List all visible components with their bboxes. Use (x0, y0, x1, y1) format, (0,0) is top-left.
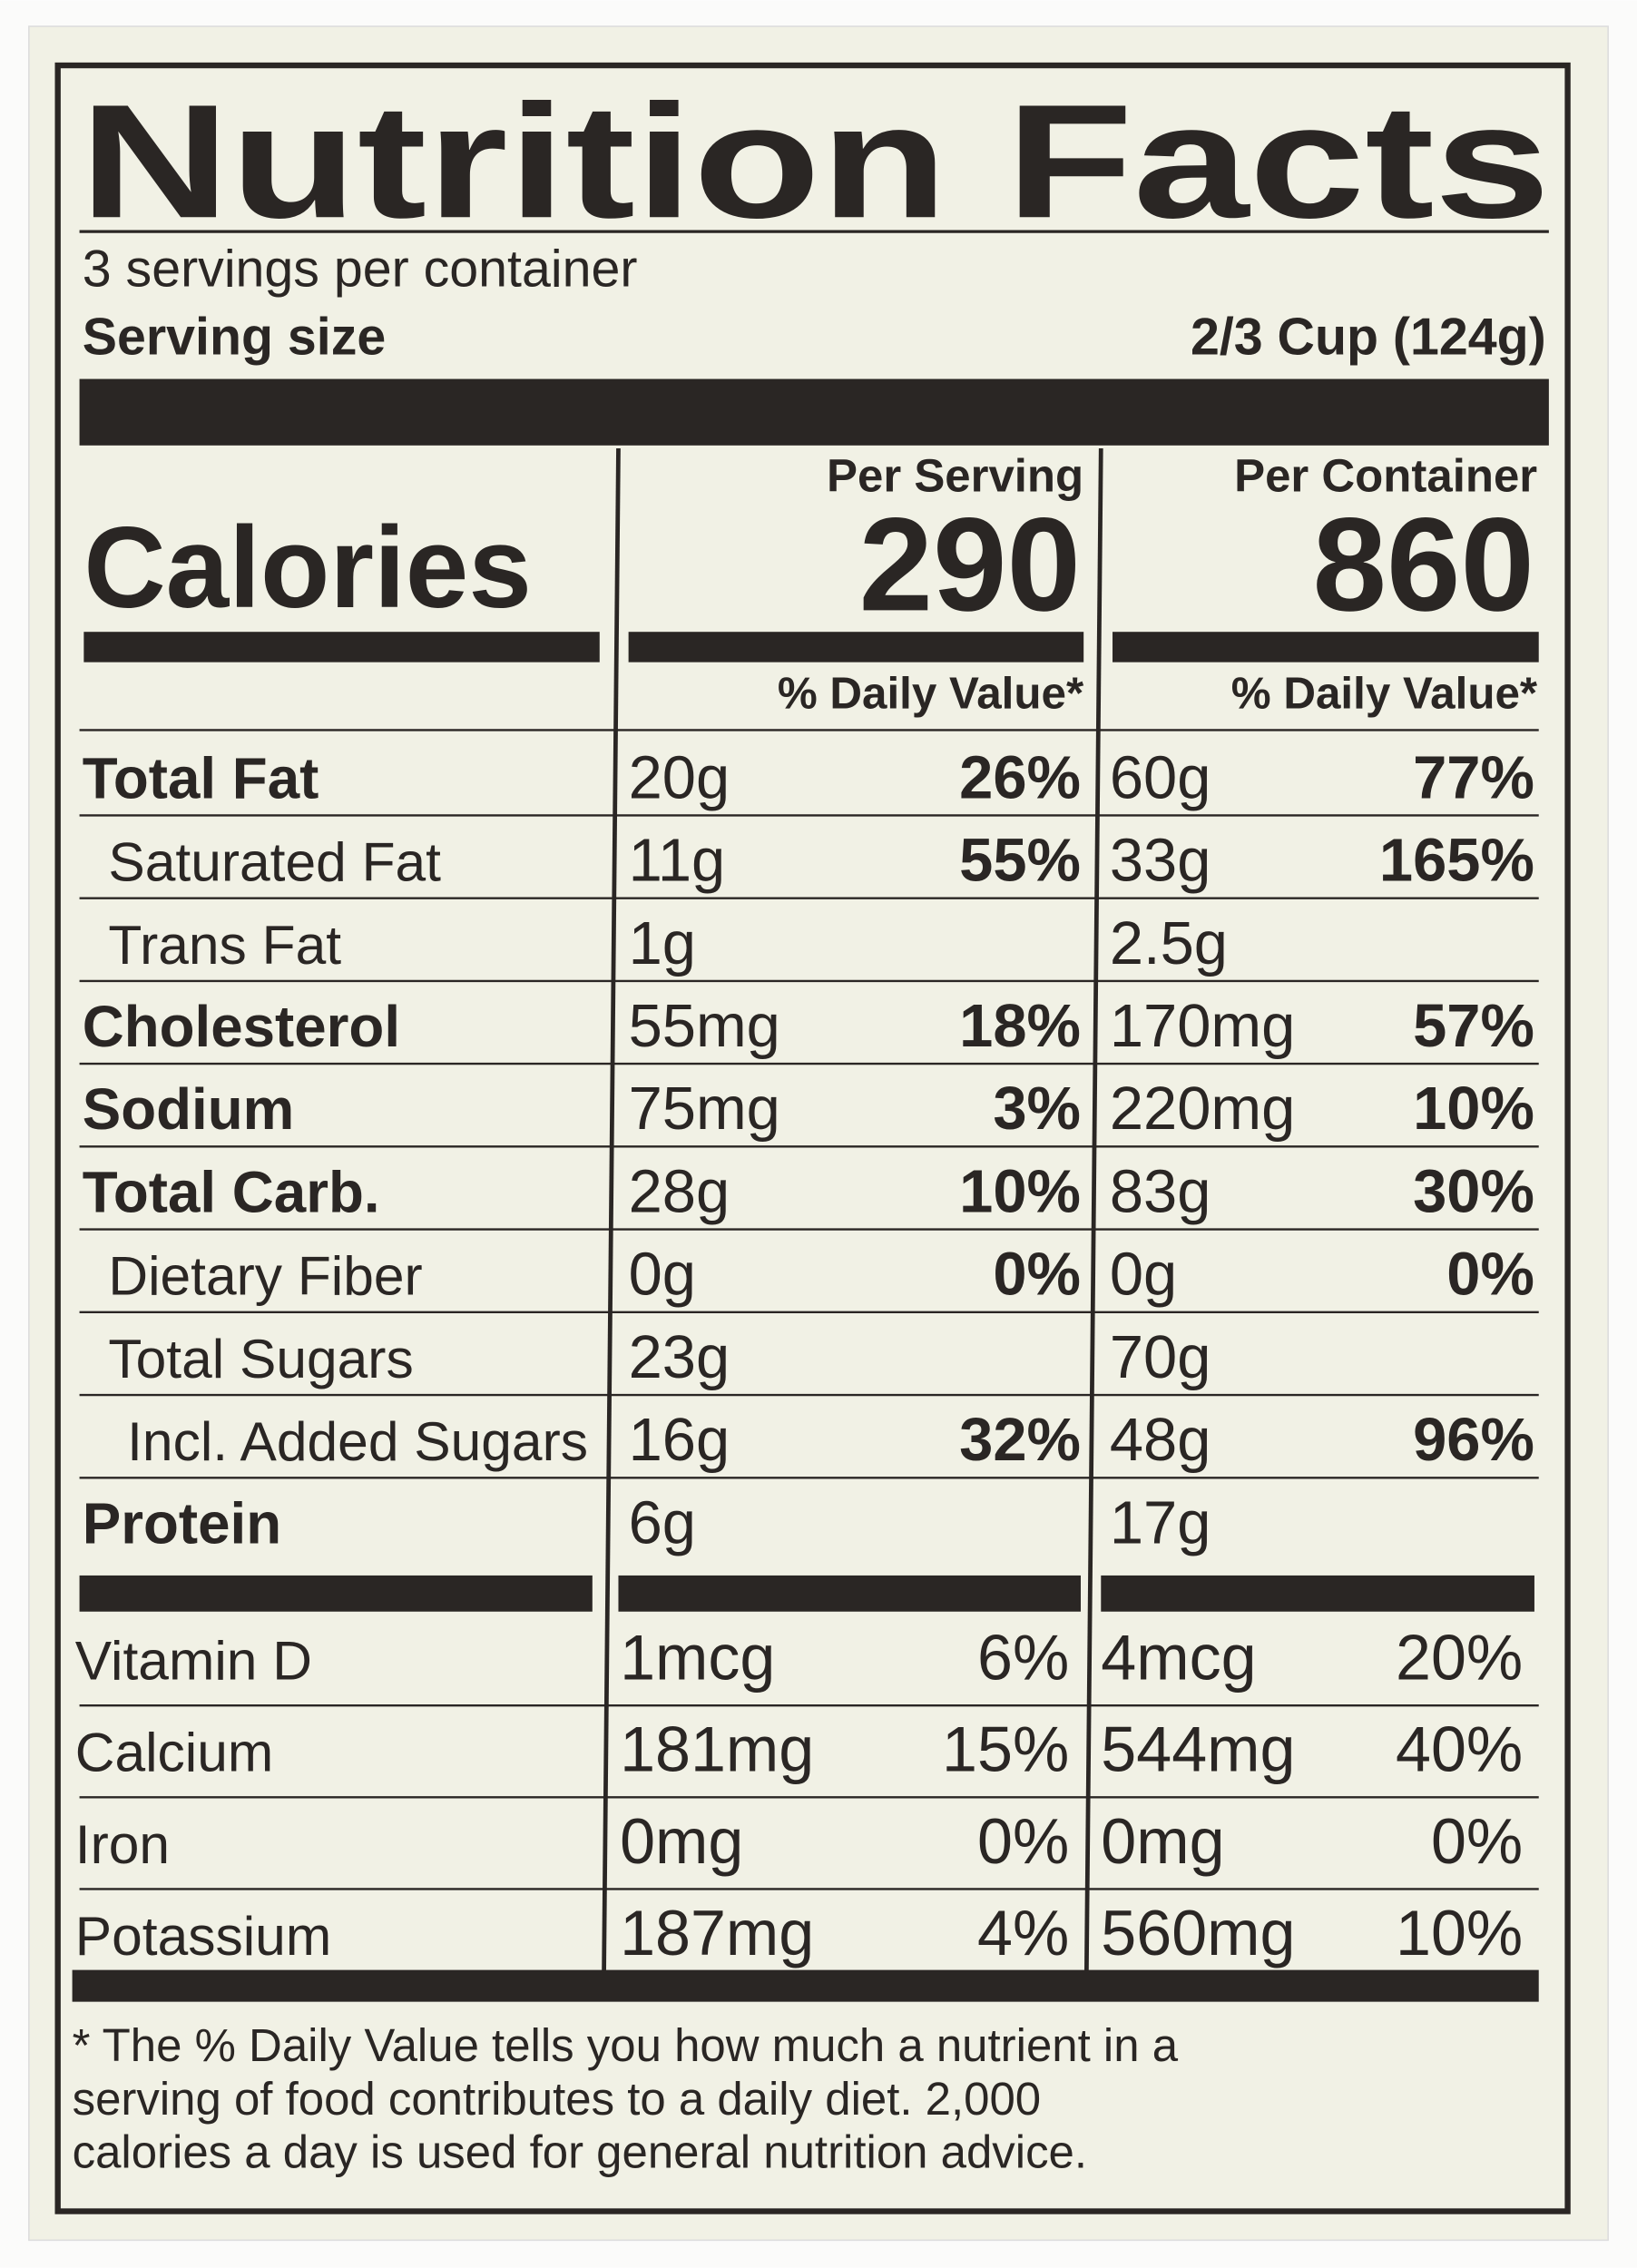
column-heading: Per Serving (827, 450, 1083, 502)
daily-value: 18% (959, 992, 1081, 1060)
amount: 560mg (1101, 1898, 1295, 1969)
daily-value: 10% (1413, 1075, 1534, 1143)
daily-value: 3% (993, 1075, 1081, 1143)
nutrient-name: Trans Fat (108, 914, 341, 976)
nutrient-name: Total Sugars (108, 1328, 413, 1389)
daily-value: 165% (1379, 827, 1534, 895)
column-heading: Per Container (1234, 450, 1537, 502)
amount: 23g (629, 1323, 730, 1391)
footnote: calories a day is used for general nutri… (73, 2126, 1087, 2178)
amount: 16g (629, 1406, 730, 1474)
amount: 0mg (620, 1806, 743, 1877)
daily-value: 77% (1413, 743, 1534, 811)
dv-heading: % Daily Value* (1231, 669, 1538, 719)
amount: 0g (1110, 1241, 1177, 1309)
amount: 4mcg (1101, 1623, 1256, 1694)
footnote: * The % Daily Value tells you how much a… (73, 2019, 1179, 2071)
thick-bar (1101, 1575, 1534, 1612)
amount: 1g (629, 909, 696, 977)
border (54, 62, 1571, 2214)
nutrient-name: Protein (83, 1491, 281, 1556)
calories-value: 290 (859, 490, 1081, 639)
daily-value: 20% (1396, 1623, 1523, 1694)
thick-bar (83, 632, 600, 663)
daily-value: 0% (993, 1241, 1081, 1309)
thick-bar (79, 1575, 593, 1612)
nutrient-name: Cholesterol (83, 995, 400, 1059)
servings: 3 servings per container (83, 241, 638, 299)
amount: 70g (1110, 1323, 1211, 1391)
calories-value: 860 (1313, 490, 1534, 639)
amount: 187mg (620, 1898, 814, 1969)
amount: 55mg (629, 992, 780, 1060)
nutrient-name: Sodium (83, 1077, 294, 1142)
vitamin-name: Vitamin D (75, 1630, 312, 1692)
nutrient-name: Total Carb. (83, 1160, 380, 1224)
amount: 170mg (1110, 992, 1295, 1060)
daily-value: 30% (1413, 1157, 1534, 1225)
daily-value: 10% (959, 1157, 1081, 1225)
daily-value: 0% (977, 1806, 1069, 1877)
amount: 181mg (620, 1714, 814, 1785)
thick-bar (1113, 632, 1539, 663)
amount: 2.5g (1110, 909, 1228, 977)
daily-value: 4% (977, 1898, 1069, 1969)
nutrient-name: Saturated Fat (108, 831, 441, 893)
daily-value: 32% (959, 1406, 1081, 1474)
column-divider (602, 447, 621, 1973)
daily-value: 0% (1446, 1241, 1534, 1309)
daily-value: 96% (1413, 1406, 1534, 1474)
amount: 220mg (1110, 1075, 1295, 1143)
nutrient-name: Incl. Added Sugars (127, 1410, 588, 1472)
daily-value: 40% (1396, 1714, 1523, 1785)
vitamin-name: Iron (75, 1813, 170, 1875)
footnote: serving of food contributes to a daily d… (73, 2073, 1042, 2125)
amount: 48g (1110, 1406, 1211, 1474)
amount: 6g (629, 1488, 696, 1556)
amount: 0mg (1101, 1806, 1224, 1877)
nutrient-name: Dietary Fiber (108, 1245, 422, 1307)
column-divider (1083, 447, 1103, 1973)
dv-heading: % Daily Value* (778, 669, 1084, 719)
thick-bar (79, 378, 1549, 446)
nutrient-name: Total Fat (83, 746, 319, 810)
amount: 0g (629, 1241, 696, 1309)
amount: 75mg (629, 1075, 780, 1143)
amount: 1mcg (620, 1623, 775, 1694)
thick-bar (618, 1575, 1081, 1612)
vitamin-name: Calcium (75, 1722, 274, 1783)
amount: 17g (1110, 1488, 1211, 1556)
amount: 83g (1110, 1157, 1211, 1225)
amount: 544mg (1101, 1714, 1295, 1785)
serving-size-label: Serving size (83, 308, 386, 366)
daily-value: 26% (959, 743, 1081, 811)
amount: 33g (1110, 827, 1211, 895)
amount: 11g (629, 827, 726, 895)
serving-size: 2/3 Cup (124g) (1191, 308, 1546, 366)
amount: 28g (629, 1157, 730, 1225)
daily-value: 15% (942, 1714, 1069, 1785)
thick-bar (628, 632, 1084, 663)
vitamin-name: Potassium (75, 1905, 331, 1967)
daily-value: 0% (1431, 1806, 1523, 1877)
title: Nutrition Facts (80, 71, 1551, 251)
calories-label: Calories (83, 503, 532, 632)
daily-value: 57% (1413, 992, 1534, 1060)
amount: 20g (629, 743, 730, 811)
daily-value: 10% (1396, 1898, 1523, 1969)
thick-bar (72, 1969, 1539, 2002)
amount: 60g (1110, 743, 1211, 811)
daily-value: 55% (959, 827, 1081, 895)
daily-value: 6% (977, 1623, 1069, 1694)
